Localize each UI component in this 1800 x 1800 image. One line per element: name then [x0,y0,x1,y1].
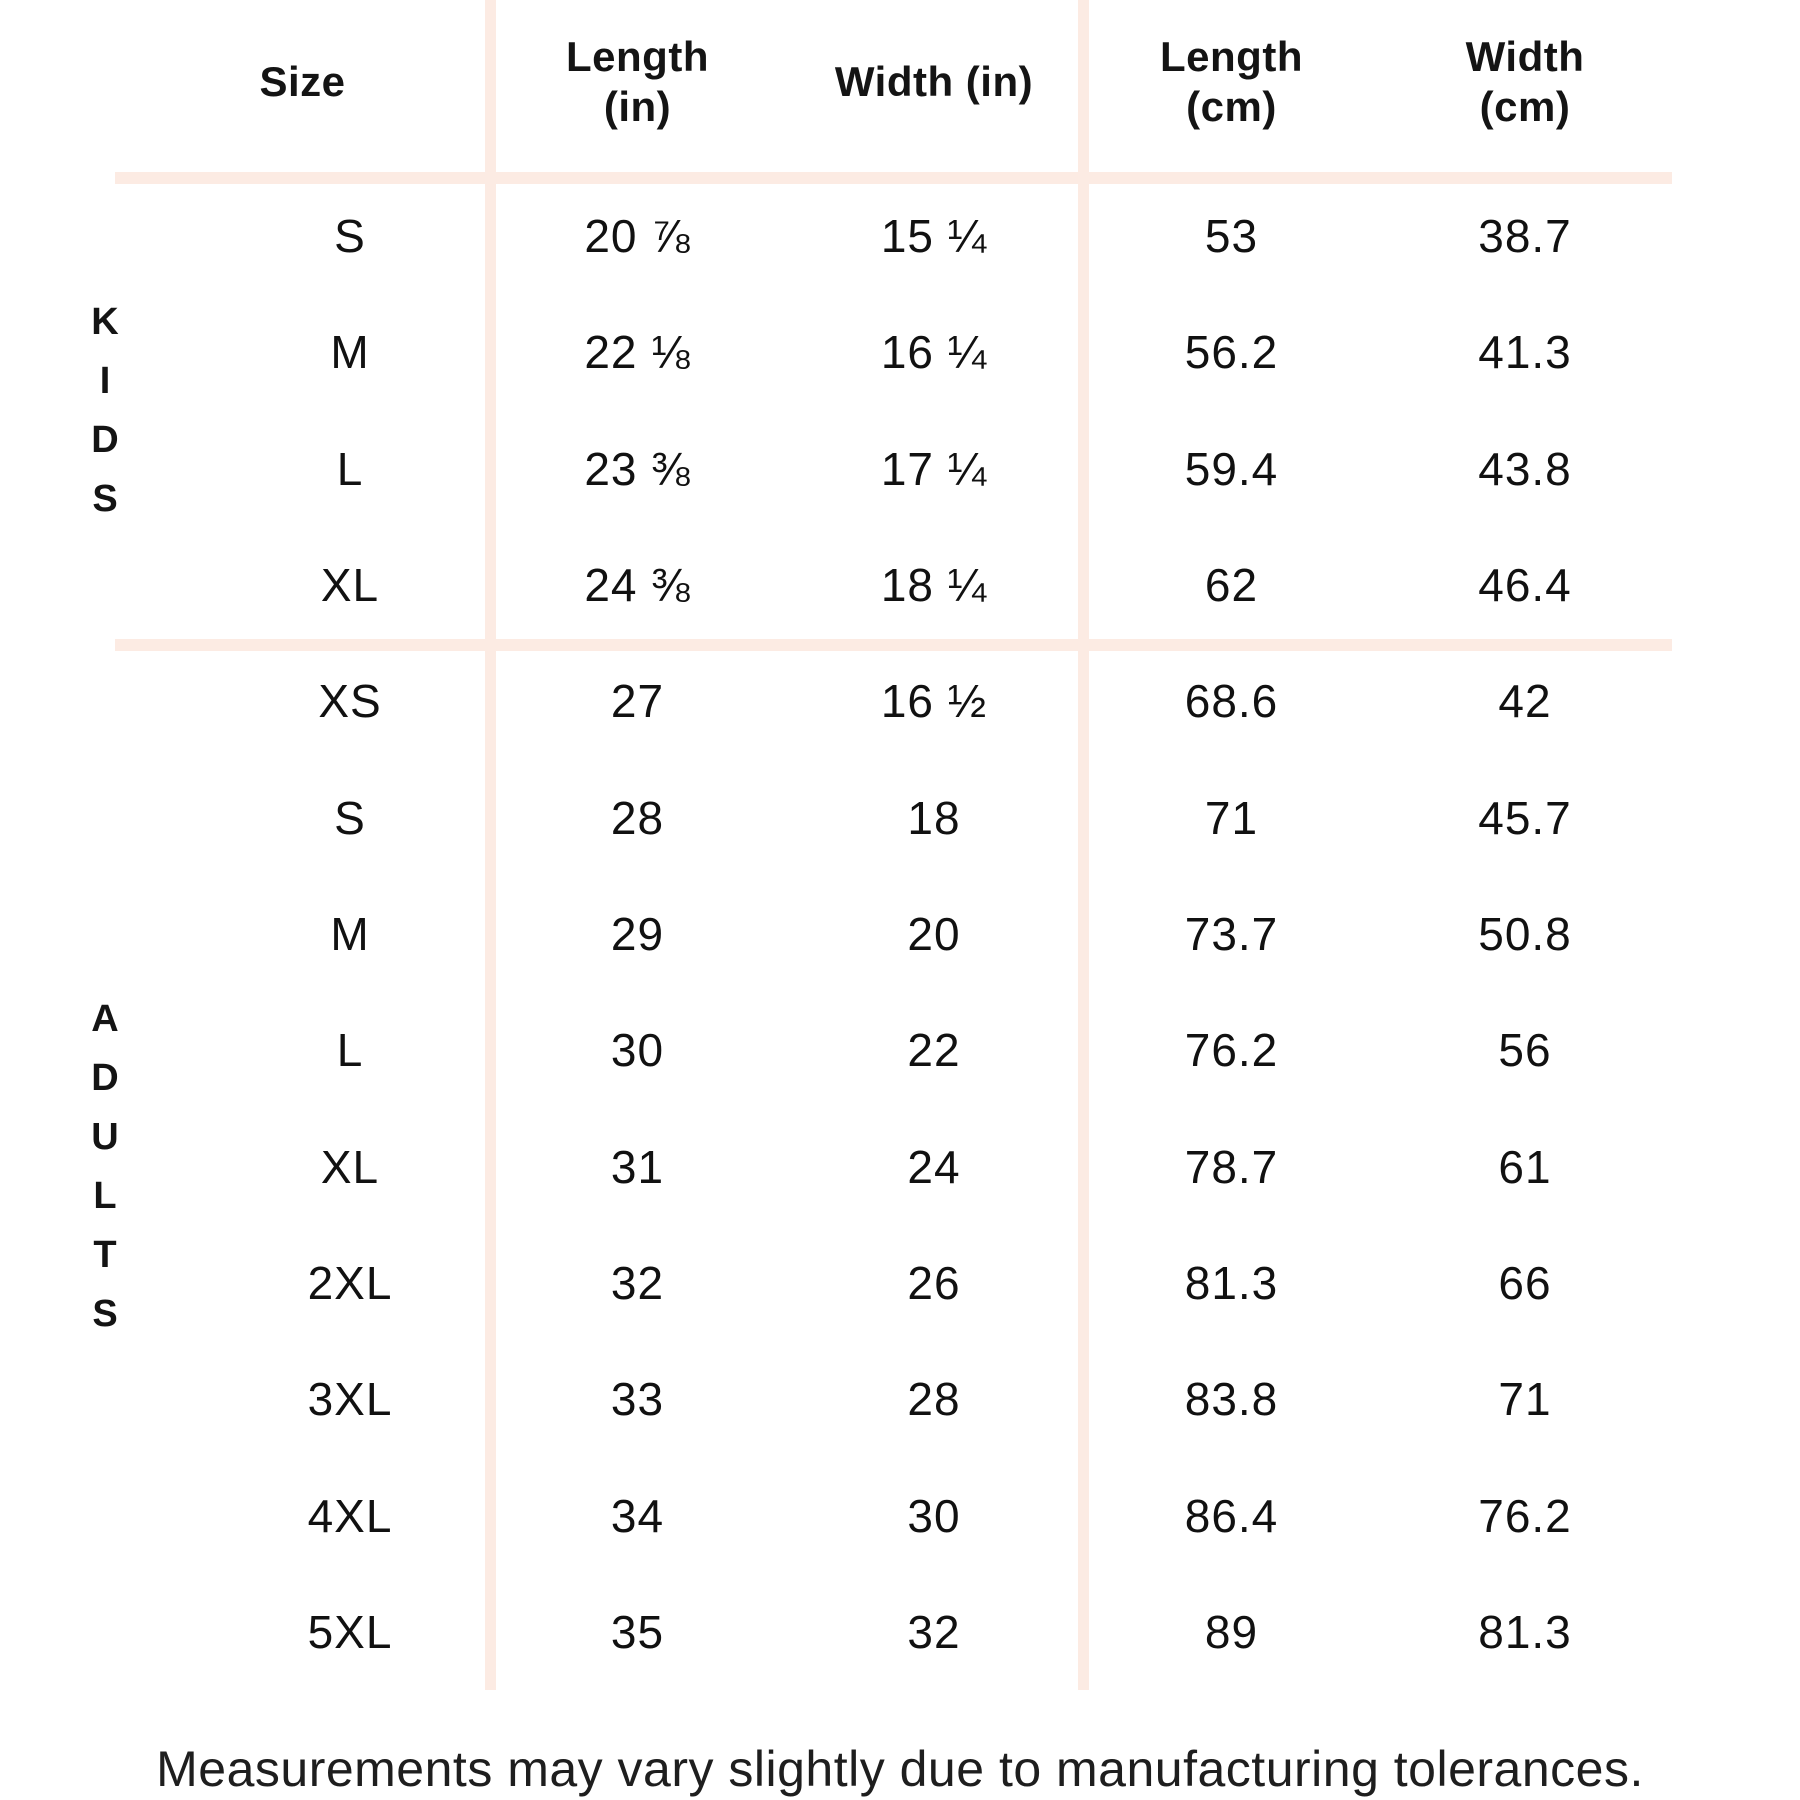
header-line: (in) [603,83,672,130]
table-cell-width_cm: 41.3 [1478,326,1572,379]
table-cell-length_cm: 73.7 [1184,907,1279,960]
table-cell-width_cm: 43.8 [1478,442,1572,495]
header-line: Length [1160,33,1303,80]
table-cell-length_cm: 62 [1204,559,1259,612]
table-cell-length_in: 20 ⅞ [584,210,691,263]
column-header-length-in: Length (in) [490,0,785,178]
column-header-width-cm: Width (cm) [1380,0,1670,178]
table-cell-width_cm: 46.4 [1478,559,1572,612]
header-divider [115,172,1672,184]
table-cell-width_in: 24 [907,1140,961,1193]
table-cell-length_in: 33 [610,1373,665,1426]
table-cell-width_cm: 81.3 [1478,1605,1572,1658]
table-cell-length_cm: 71 [1204,791,1259,844]
column-header-width-in: Width (in) [785,0,1083,178]
table-cell-length_cm: 68.6 [1184,675,1279,728]
group-label-letter: U [91,1115,119,1158]
footer-note: Measurements may vary slightly due to ma… [156,1741,1644,1797]
table-cell-width_in: 32 [907,1605,961,1658]
table-cell-length_cm: 89 [1204,1605,1259,1658]
group-label-letter: I [99,359,111,402]
group-label-letter: K [91,300,119,343]
table-cell-width_cm: 56 [1498,1024,1552,1077]
table-cell-size: XS [318,675,382,728]
group-label-letter: L [93,1174,117,1217]
table-cell-size: 4XL [307,1489,393,1542]
table-cell-width_in: 20 [907,907,961,960]
table-cell-size: 2XL [307,1256,393,1309]
table-cell-width_in: 16 ½ [880,675,988,728]
table-cell-length_in: 30 [610,1024,665,1077]
table-cell-length_in: 28 [610,791,665,844]
table-cell-size: L [336,442,364,495]
table-cell-length_cm: 83.8 [1184,1373,1279,1426]
table-cell-length_cm: 78.7 [1184,1140,1279,1193]
header-line: Width [1465,33,1585,80]
table-cell-length_cm: 76.2 [1184,1024,1279,1077]
table-cell-width_cm: 61 [1498,1140,1552,1193]
table-cell-width_cm: 66 [1498,1256,1552,1309]
table-cell-width_cm: 76.2 [1478,1489,1572,1542]
table-cell-size: L [336,1024,364,1077]
table-cell-size: XL [320,1140,380,1193]
table-cell-width_in: 26 [907,1256,961,1309]
table-cell-length_in: 22 ⅛ [584,326,691,379]
table-cell-length_cm: 86.4 [1184,1489,1279,1542]
table-cell-length_in: 32 [610,1256,665,1309]
group-label-letter: D [91,418,119,461]
header-line: (cm) [1479,83,1571,130]
group-label-letter: S [92,1292,118,1335]
table-cell-length_in: 23 ⅜ [584,442,691,495]
table-cell-size: XL [320,559,380,612]
table-cell-length_in: 35 [610,1605,665,1658]
table-cell-length_cm: 81.3 [1184,1256,1279,1309]
table-cell-length_in: 31 [610,1140,665,1193]
table-cell-width_in: 28 [907,1373,961,1426]
vertical-divider-2 [1078,0,1089,1690]
column-header-size: Size [0,0,490,178]
table-cell-width_in: 18 ¼ [880,559,988,612]
table-cell-size: 5XL [307,1605,393,1658]
table-cell-size: S [334,791,366,844]
table-cell-width_in: 18 [907,791,961,844]
table-cell-length_cm: 59.4 [1184,442,1279,495]
table-cell-size: S [334,210,366,263]
group-label-letter: S [92,477,118,520]
table-cell-width_in: 17 ¼ [880,442,988,495]
table-cell-length_in: 27 [610,675,665,728]
group-label-letter: A [91,997,119,1040]
header-line: Size [259,58,346,105]
table-cell-width_in: 15 ¼ [880,210,988,263]
table-cell-length_cm: 53 [1204,210,1259,263]
header-line: Width (in) [834,58,1034,105]
table-cell-length_in: 34 [610,1489,665,1542]
group-label-letter: D [91,1056,119,1099]
table-cell-width_in: 22 [907,1024,961,1077]
kids-adults-divider [115,639,1672,651]
group-label-letter: T [93,1233,117,1276]
header-line: (cm) [1186,83,1277,130]
table-body: S 20 ⅞ 15 ¼ 53 38.7 M 22 ⅛ 16 ¼ 56.2 41.3 L 23 ⅜ 17 … [0,178,1670,1690]
table-cell-width_cm: 50.8 [1478,907,1572,960]
table-cell-length_cm: 56.2 [1184,326,1279,379]
table-cell-size: M [330,907,370,960]
column-header-length-cm: Length (cm) [1083,0,1380,178]
table-cell-width_in: 30 [907,1489,961,1542]
table-cell-width_cm: 42 [1498,675,1552,728]
table-cell-width_in: 16 ¼ [880,326,988,379]
table-cell-width_cm: 45.7 [1478,791,1572,844]
size-chart-table: Size Length (in) Width (in) Length (cm) … [0,0,1672,1690]
table-cell-width_cm: 71 [1498,1373,1552,1426]
table-cell-width_cm: 38.7 [1478,210,1572,263]
header-line: Length [566,33,709,80]
table-cell-length_in: 24 ⅜ [584,559,691,612]
table-cell-size: 3XL [307,1373,393,1426]
table-header-row: Size Length (in) Width (in) Length (cm) … [0,0,1670,178]
table-cell-size: M [330,326,370,379]
vertical-divider-1 [485,0,496,1690]
table-cell-length_in: 29 [610,907,665,960]
